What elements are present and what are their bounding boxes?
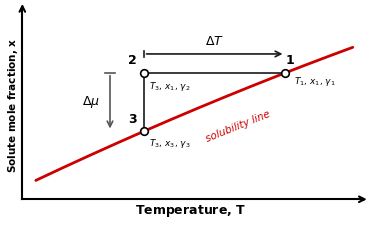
Y-axis label: Solute mole fraction, $\mathbf{x}$: Solute mole fraction, $\mathbf{x}$ [6, 37, 20, 173]
Text: $T_3$, $x_1$, $\gamma_2$: $T_3$, $x_1$, $\gamma_2$ [149, 80, 190, 93]
Text: 3: 3 [128, 113, 137, 126]
Text: $T_1$, $x_1$, $\gamma_1$: $T_1$, $x_1$, $\gamma_1$ [294, 75, 335, 88]
Text: $\Delta T$: $\Delta T$ [205, 35, 224, 48]
Text: $T_3$, $x_3$, $\gamma_3$: $T_3$, $x_3$, $\gamma_3$ [149, 137, 191, 150]
Text: 2: 2 [128, 54, 137, 67]
Text: 1: 1 [285, 54, 294, 67]
Text: $\Delta\mu$: $\Delta\mu$ [82, 94, 100, 110]
Text: solubility line: solubility line [204, 109, 272, 144]
X-axis label: Temperature, $\mathbf{T}$: Temperature, $\mathbf{T}$ [135, 203, 246, 219]
